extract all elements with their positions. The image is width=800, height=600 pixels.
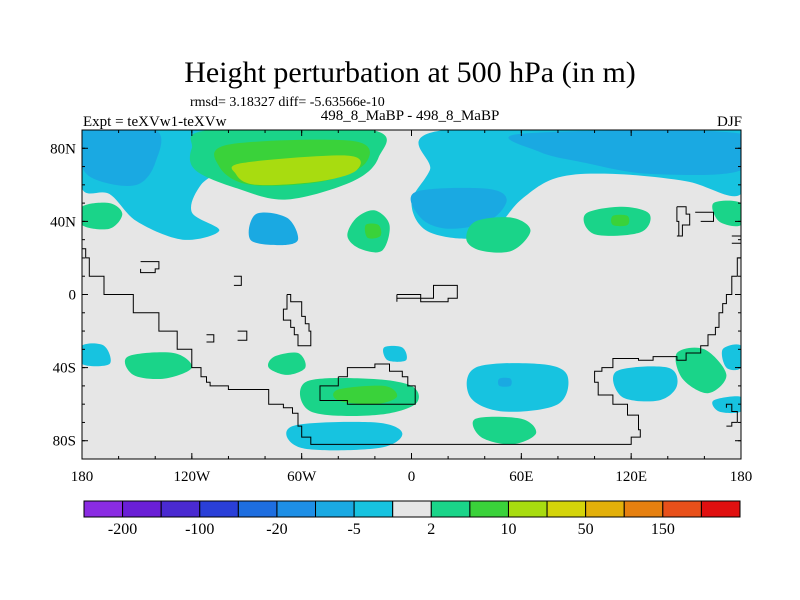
x-tick-label: 120E	[615, 469, 647, 485]
contour-region	[466, 363, 569, 412]
contour-region	[612, 366, 678, 402]
colorbar-swatch	[315, 500, 355, 518]
colorbar-swatch	[276, 500, 317, 518]
coastline	[206, 334, 215, 343]
x-tick-label: 180	[730, 469, 753, 485]
colorbar-swatch	[700, 500, 741, 518]
x-tick-label: 60E	[509, 469, 533, 485]
contour-region	[675, 347, 727, 394]
x-tick-label: 0	[408, 469, 416, 485]
right-label: DJF	[717, 114, 742, 130]
contour-region	[82, 343, 111, 367]
y-tick-label: 40N	[50, 214, 76, 230]
contour-region	[508, 130, 741, 176]
colorbar-label: -5	[347, 521, 360, 538]
coastline	[319, 363, 416, 405]
contour-region	[466, 217, 531, 253]
colorbar-label: 2	[427, 521, 435, 538]
colorbar-swatch	[662, 500, 702, 518]
y-tick-label: 80S	[53, 434, 76, 450]
contour-region	[712, 200, 741, 227]
colorbar-swatch	[199, 500, 239, 518]
contour-regions	[82, 130, 741, 451]
x-tick-label: 60W	[287, 469, 317, 485]
coastline	[695, 211, 714, 222]
colorbar-label: -100	[185, 521, 214, 538]
contour-region	[82, 130, 162, 186]
colorbar-swatch	[546, 500, 587, 518]
coastline	[282, 294, 312, 347]
contour-region	[472, 416, 537, 445]
colorbar-swatch	[160, 500, 201, 518]
y-tick-label: 0	[69, 288, 77, 304]
contour-region	[231, 155, 361, 186]
chart-title: Height perturbation at 500 hPa (in m)	[184, 56, 636, 89]
colorbar-label: -20	[266, 521, 287, 538]
contour-region	[82, 202, 123, 230]
x-tick-label: 180	[71, 469, 94, 485]
colorbar-swatch	[122, 500, 162, 518]
x-tick-label: 120W	[173, 469, 211, 485]
y-tick-label: 80N	[50, 141, 76, 157]
y-axis: 80N 40N 0 40S 80S	[50, 129, 741, 460]
contour-region	[333, 385, 398, 405]
colorbar-swatch	[507, 500, 548, 518]
colorbar-swatch	[585, 500, 625, 518]
colorbar: -200 -100 -20 -5 2 10 50 150	[83, 500, 741, 538]
contour-region	[611, 214, 630, 227]
center-label: 498_8_MaBP - 498_8_MaBP	[321, 108, 500, 124]
coastline	[82, 248, 741, 445]
stats-label: rmsd= 3.18327 diff= -5.63566e-10	[190, 95, 385, 110]
colorbar-swatch	[430, 500, 471, 518]
colorbar-label: 150	[651, 521, 675, 538]
colorbar-swatch	[83, 500, 124, 518]
coastline	[237, 330, 248, 341]
contour-region	[267, 352, 306, 375]
contour-region	[248, 212, 299, 246]
colorbar-label: -200	[108, 521, 137, 538]
x-axis: 180 120W 60W 0 60E 120E 180	[71, 130, 753, 485]
y-tick-label: 40S	[53, 361, 76, 377]
colorbar-swatch	[392, 500, 432, 518]
colorbar-swatch	[469, 500, 509, 518]
left-label: Expt = teXVw1-teXVw	[83, 114, 227, 130]
coastline	[676, 206, 691, 237]
contour-region	[383, 345, 407, 362]
contour-region	[497, 377, 512, 387]
colorbar-label: 10	[500, 521, 516, 538]
colorbar-label: 50	[578, 521, 594, 538]
contour-region	[364, 223, 382, 239]
coastline	[233, 275, 242, 286]
contour-region	[124, 352, 192, 380]
contour-region	[286, 421, 403, 451]
coastline	[725, 403, 738, 427]
coastline	[396, 284, 458, 303]
coastline	[731, 235, 741, 244]
contour-region	[410, 187, 507, 229]
colorbar-swatch	[237, 500, 278, 518]
coastlines	[82, 206, 741, 445]
colorbar-swatch	[623, 500, 664, 518]
colorbar-swatch	[353, 500, 394, 518]
contour-region	[721, 344, 741, 371]
coastline	[140, 261, 160, 274]
